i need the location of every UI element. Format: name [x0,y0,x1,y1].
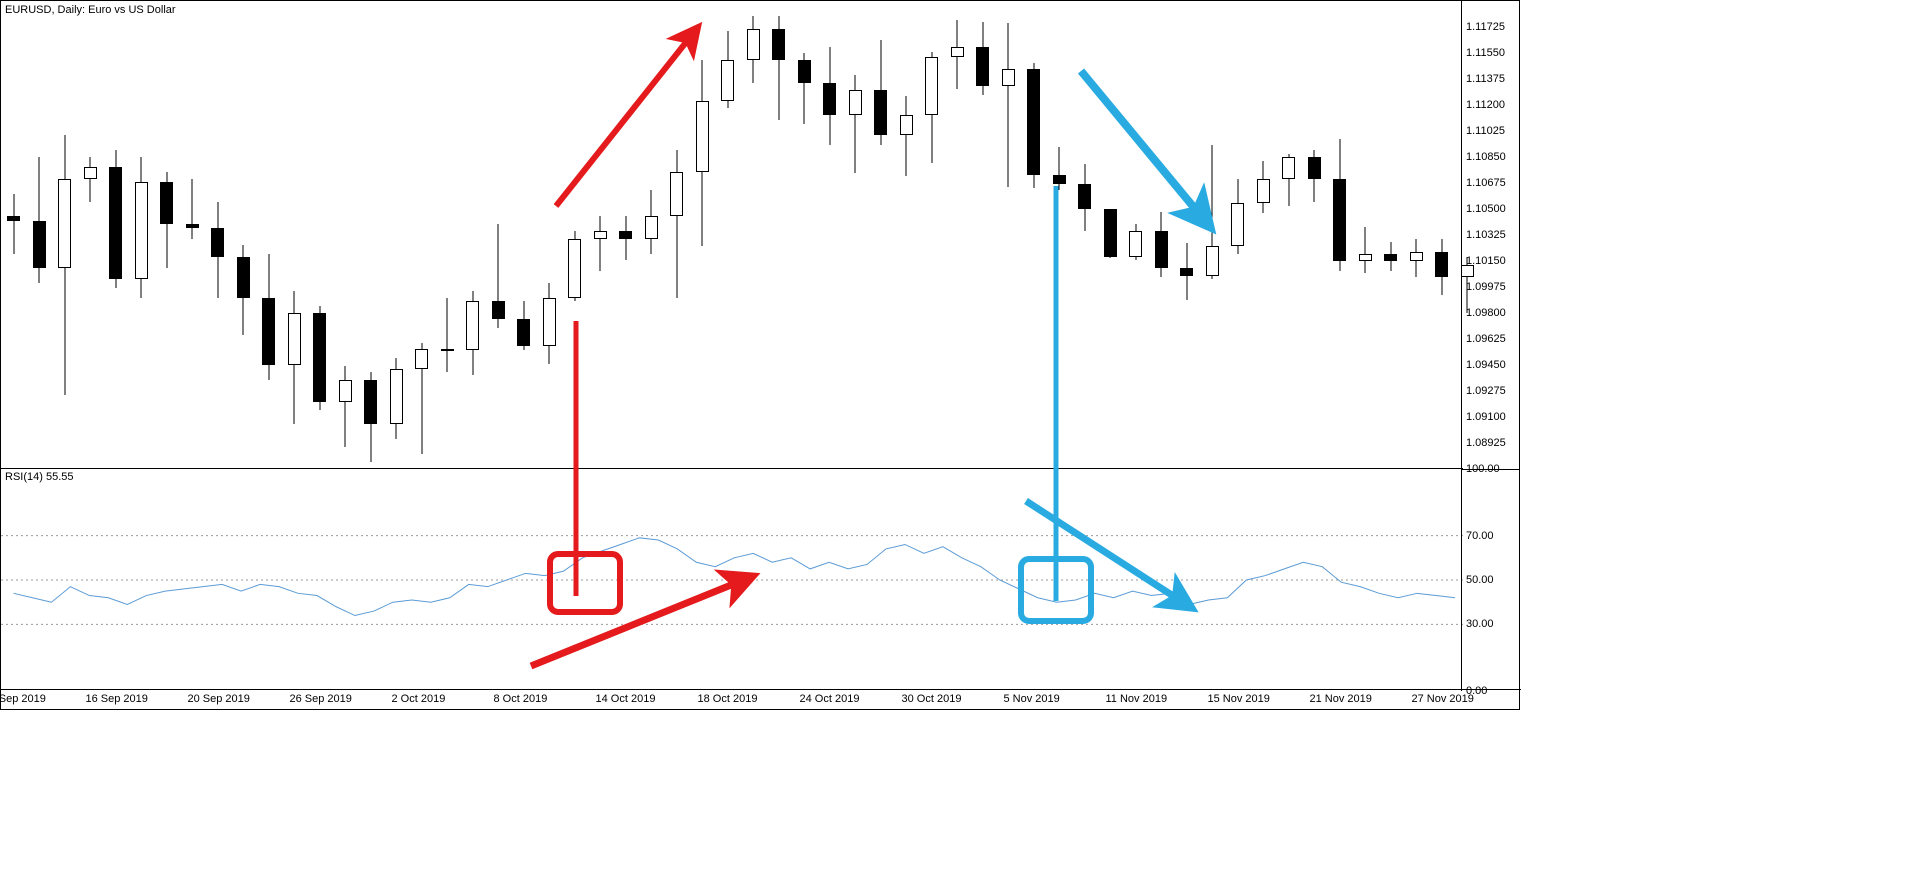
candle [1435,1,1448,469]
candle [925,1,938,469]
date-label: 5 Nov 2019 [1004,693,1060,705]
candle [517,1,530,469]
candle [415,1,428,469]
candle [619,1,632,469]
candle [1104,1,1117,469]
candle [1027,1,1040,469]
price-label: 1.10675 [1466,177,1506,189]
candle [1333,1,1346,469]
candle [492,1,505,469]
candle [1231,1,1244,469]
candle [568,1,581,469]
price-label: 1.10850 [1466,151,1506,163]
date-label: 15 Nov 2019 [1208,693,1270,705]
candle [798,1,811,469]
candle [900,1,913,469]
price-label: 1.09275 [1466,385,1506,397]
candle [1078,1,1091,469]
candle [313,1,326,469]
candle [1410,1,1423,469]
candle [1129,1,1142,469]
date-label: 30 Oct 2019 [902,693,962,705]
candle [1002,1,1015,469]
candle [1282,1,1295,469]
rsi-label: 100.00 [1466,463,1500,475]
price-label: 1.11375 [1466,73,1505,85]
candle [1359,1,1372,469]
candle [466,1,479,469]
candle [109,1,122,469]
date-label: 18 Oct 2019 [698,693,758,705]
date-label: 26 Sep 2019 [290,693,352,705]
candle [58,1,71,469]
price-label: 1.09975 [1466,281,1506,293]
price-label: 1.10325 [1466,229,1506,241]
candle [1308,1,1321,469]
price-label: 1.11025 [1466,125,1505,137]
date-label: 14 Oct 2019 [596,693,656,705]
rsi-panel[interactable]: RSI(14) 55.55 [1,469,1463,691]
candle [135,1,148,469]
candle [976,1,989,469]
rsi-label: 50.00 [1466,574,1494,586]
chart-container: EURUSD, Daily: Euro vs US Dollar RSI(14)… [0,0,1520,710]
candle [645,1,658,469]
date-label: 11 Nov 2019 [1106,693,1168,705]
candle [849,1,862,469]
date-label: 21 Nov 2019 [1310,693,1372,705]
date-label: 27 Nov 2019 [1412,693,1474,705]
candle [237,1,250,469]
candle [211,1,224,469]
candle [874,1,887,469]
x-axis: 10 Sep 2019 16 Sep 2019 20 Sep 2019 26 Sep … [1,689,1521,709]
rsi-label: 30.00 [1466,618,1494,630]
candle [339,1,352,469]
candle [951,1,964,469]
candle [1053,1,1066,469]
candle [670,1,683,469]
price-label: 1.11725 [1466,21,1505,33]
rsi-label: 70.00 [1466,530,1494,542]
candle [1180,1,1193,469]
date-label: 16 Sep 2019 [86,693,148,705]
candle [772,1,785,469]
price-label: 1.10500 [1466,203,1506,215]
candle [441,1,454,469]
rsi-svg [1,469,1463,691]
price-label: 1.08925 [1466,437,1506,449]
candle [7,1,20,469]
price-label: 1.09450 [1466,359,1506,371]
price-label: 1.11200 [1466,99,1505,111]
y-axis: 1.11725 1.11550 1.11375 1.11200 1.11025 1.108… [1461,1,1519,691]
price-label: 1.09625 [1466,333,1506,345]
date-label: 24 Oct 2019 [800,693,860,705]
candle [160,1,173,469]
candle [364,1,377,469]
candle [33,1,46,469]
candle [721,1,734,469]
candle [747,1,760,469]
candle [84,1,97,469]
candle [1206,1,1219,469]
candle [186,1,199,469]
candle [262,1,275,469]
candle [543,1,556,469]
price-label: 1.09800 [1466,307,1506,319]
candle [696,1,709,469]
price-label: 1.10150 [1466,255,1506,267]
candle [1257,1,1270,469]
candle [288,1,301,469]
candle [390,1,403,469]
candle [594,1,607,469]
candle [823,1,836,469]
candle [1155,1,1168,469]
price-label: 1.09100 [1466,411,1506,423]
price-label: 1.11550 [1466,47,1505,59]
date-label: 10 Sep 2019 [0,693,46,705]
date-label: 8 Oct 2019 [494,693,548,705]
price-panel[interactable]: EURUSD, Daily: Euro vs US Dollar [1,1,1463,469]
date-label: 2 Oct 2019 [392,693,446,705]
date-label: 20 Sep 2019 [188,693,250,705]
candle [1384,1,1397,469]
